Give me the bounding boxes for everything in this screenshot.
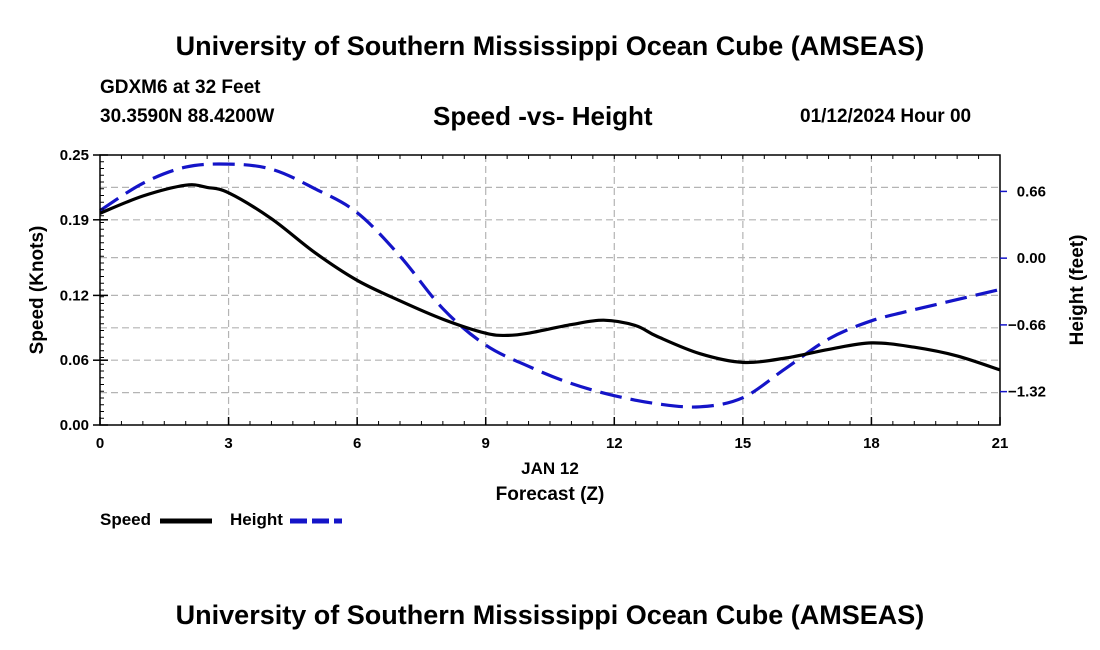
x-tick-label: 12 [606,435,623,452]
y-left-tick-label: 0.19 [60,212,89,229]
y-right-tick-label: −0.66 [1008,317,1046,334]
y-left-tick-label: 0.00 [60,417,89,434]
series-layer [99,162,1001,409]
speed-series-line [99,183,1001,372]
x-tick-label: 3 [224,435,232,452]
y-right-tick-label: 0.00 [1017,250,1046,267]
y-right-tick-label: −1.32 [1008,384,1046,401]
station-label: GDXM6 at 32 Feet [100,77,261,98]
x-tick-label: 18 [863,435,880,452]
grid [100,155,1000,425]
legend-speed-label: Speed [100,510,151,529]
x-tick-label: 21 [992,435,1009,452]
y-left-tick-label: 0.12 [60,287,89,304]
x-axis-date: JAN 12 [521,459,579,478]
chart-subtitle: Speed -vs- Height [433,101,653,131]
x-tick-label: 9 [482,435,490,452]
x-axis-title: Forecast (Z) [496,484,605,505]
y-axis-left-title: Speed (Knots) [27,226,48,355]
axes: 0 3 6 9 12 15 18 21 0.00 0.06 0.12 0.19 0.25 0.66 0.00… [60,147,1046,452]
legend-height-label: Height [230,510,283,529]
y-axis-right-title: Height (feet) [1067,235,1088,346]
y-right-tick-label: 0.66 [1017,183,1046,200]
datetime-label: 01/12/2024 Hour 00 [800,106,972,127]
x-tick-label: 15 [735,435,752,452]
x-tick-label: 0 [96,435,104,452]
footer-title: University of Southern Mississippi Ocean… [175,600,925,630]
y-left-tick-label: 0.25 [60,147,89,164]
x-tick-label: 6 [353,435,361,452]
y-left-tick-label: 0.06 [60,352,89,369]
legend: Speed Height [100,510,342,529]
coordinates-label: 30.3590N 88.4200W [100,106,275,127]
height-series-line [99,162,1001,409]
chart-title: University of Southern Mississippi Ocean… [175,31,925,61]
